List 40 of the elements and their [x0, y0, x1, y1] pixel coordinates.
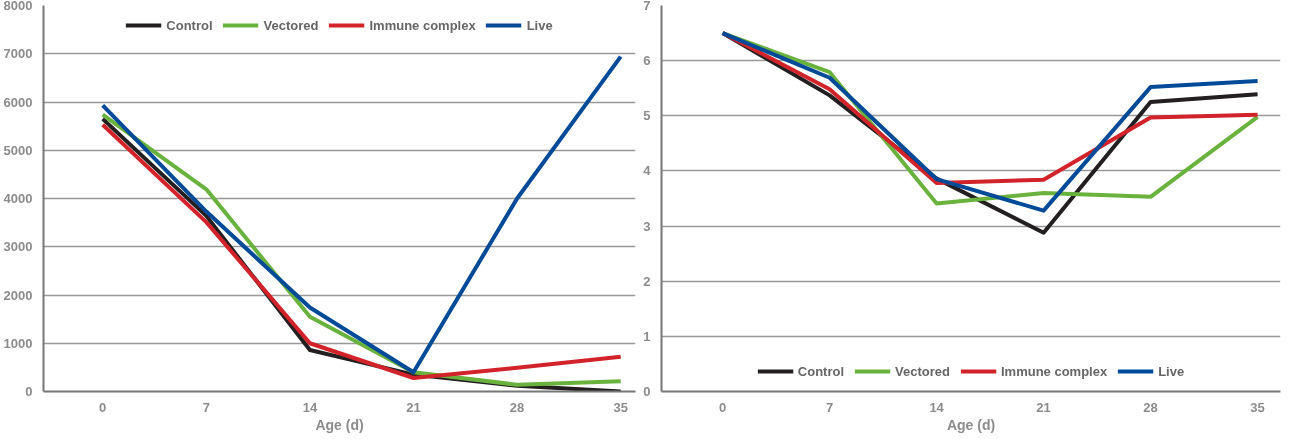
x-tick-label: 35 [1250, 399, 1265, 415]
y-tick-label: 2 [643, 273, 651, 289]
legend-label: Immune complex [369, 17, 476, 33]
y-tick-label: 3000 [3, 239, 33, 255]
x-tick-label: 7 [202, 399, 210, 415]
x-tick-label: 35 [613, 399, 628, 415]
legend-label: Vectored [895, 363, 950, 379]
legend-label: Vectored [263, 17, 319, 33]
y-tick-label: 7000 [3, 46, 33, 62]
x-tick-label: 14 [302, 399, 318, 415]
y-tick-label: 8000 [3, 0, 33, 13]
x-tick-label: 7 [826, 399, 834, 415]
y-tick-label: 7 [643, 0, 651, 13]
y-tick-label: 2000 [3, 287, 33, 303]
legend-label: Live [1158, 363, 1185, 379]
legend-label: Control [166, 17, 213, 33]
line-series [100, 54, 623, 375]
legend-label: Live [526, 17, 553, 33]
x-tick-label: 14 [929, 399, 945, 415]
x-tick-label: 28 [509, 399, 525, 415]
y-tick-label: 6000 [3, 94, 33, 110]
y-tick-label: 5000 [3, 142, 33, 158]
y-tick-label: 1 [643, 328, 651, 344]
x-tick-label: 28 [1143, 399, 1158, 415]
y-tick-label: 0 [25, 384, 33, 399]
x-tick-label: 21 [1036, 399, 1051, 415]
y-tick-label: 6 [643, 53, 651, 69]
y-tick-label: 4 [643, 163, 652, 179]
y-tick-label: 1000 [3, 335, 33, 351]
x-tick-label: 21 [406, 399, 421, 415]
y-tick-label: 5 [643, 108, 651, 124]
x-axis-title: Age (d) [946, 416, 996, 433]
x-tick-label: 0 [719, 399, 727, 415]
y-tick-label: 0 [643, 384, 651, 399]
legend-label: Immune complex [1000, 363, 1108, 379]
x-tick-label: 0 [99, 399, 107, 415]
y-tick-label: 4000 [3, 191, 33, 206]
y-tick-label: 3 [643, 218, 651, 234]
x-axis-title: Age (d) [315, 416, 364, 433]
legend-label: Control [797, 363, 845, 379]
